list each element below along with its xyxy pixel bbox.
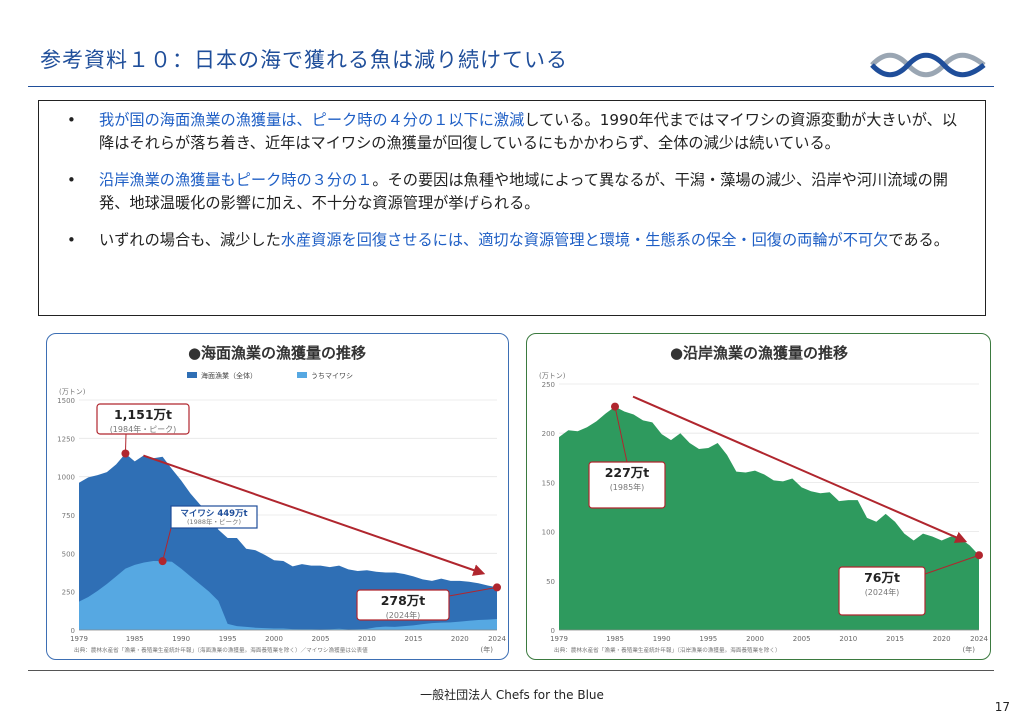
y-axis-unit: (万トン) [539, 372, 566, 380]
y-tick-label: 200 [542, 430, 555, 438]
x-tick-label: 1990 [172, 635, 190, 643]
annotation-sub: (2024年) [386, 610, 421, 620]
y-tick-label: 100 [542, 529, 555, 537]
y-tick-label: 250 [62, 589, 75, 597]
annotation-sub: (2024年) [865, 587, 900, 597]
x-axis-unit: (年) [481, 645, 494, 654]
annotation-leader [448, 586, 498, 597]
x-tick-label: 1985 [606, 635, 624, 643]
bullet-3-prefix: いずれの場合も、減少した [99, 231, 281, 249]
coastal-catch-chart: ●沿岸漁業の漁獲量の推移 (万トン) 0 50 100 150 200 250 1979 1985… [539, 344, 988, 654]
wave-logo-icon [870, 52, 986, 78]
y-tick-label: 1000 [57, 474, 75, 482]
x-tick-label: 2000 [746, 635, 764, 643]
bullet-marker: • [67, 171, 76, 189]
bullet-1-text: している。1990年代まではマイワシの資源変動が大きいが、以降はそれらが落ち着き… [99, 111, 958, 152]
x-tick-label: 1985 [126, 635, 144, 643]
page-title: 参考資料１０：日本の海で獲れる魚は減り続けている [40, 48, 568, 72]
x-tick-label: 2020 [933, 635, 951, 643]
annotation-value: 278万t [381, 593, 426, 608]
x-tick-label: 1979 [70, 635, 88, 643]
annotation-leader [924, 554, 980, 575]
x-axis-unit: (年) [963, 645, 976, 654]
y-tick-label: 1500 [57, 397, 75, 405]
x-tick-label: 2015 [886, 635, 904, 643]
y-tick-label: 50 [546, 578, 555, 586]
annotation-value: 227万t [605, 465, 650, 480]
offshore-catch-chart: ●海面漁業の漁獲量の推移 (万トン) 0 250 500 750 1000 1250 1500 1… [57, 344, 506, 654]
annotation-box [170, 505, 258, 529]
bullet-2-text: 。その要因は魚種や地域によって異なるが、干潟・藻場の減少、沿岸や河川流域の開発、… [99, 171, 948, 212]
bullet-1-highlight: 我が国の海面漁業の漁獲量は、ピーク時の４分の１以下に激減 [99, 111, 525, 129]
x-tick-label: 2024 [970, 635, 988, 643]
annotation-value: 1,151万t [114, 407, 172, 422]
y-tick-label: 150 [542, 479, 555, 487]
x-tick-label: 2000 [265, 635, 283, 643]
coastal-catch-panel: ●沿岸漁業の漁獲量の推移 (万トン) 0 50 100 150 200 250 1979 1985… [526, 333, 991, 660]
legend-label-total: 海面漁業（全体） [201, 371, 257, 380]
bullet-2-highlight: 沿岸漁業の漁獲量もピーク時の３分の１ [99, 171, 373, 189]
annotation-box [96, 403, 190, 435]
x-tick-label: 2020 [451, 635, 469, 643]
annotation-value: マイワシ 449万t [180, 509, 247, 519]
y-tick-label: 0 [551, 627, 555, 635]
annotation-value: 76万t [864, 570, 900, 585]
title-divider [28, 86, 994, 87]
y-tick-label: 500 [62, 550, 75, 558]
y-tick-label: 750 [62, 512, 75, 520]
page-number: 17 [994, 700, 1010, 714]
x-tick-label: 2005 [793, 635, 811, 643]
chart-title: ●沿岸漁業の漁獲量の推移 [670, 344, 848, 362]
series-area-2 [79, 561, 497, 630]
x-tick-label: 2005 [312, 635, 330, 643]
source-note: 出典：農林水産省「漁業・養殖業生産統計年報」（沿岸漁業の漁獲量。海面養殖業を除く… [554, 646, 781, 654]
x-tick-label: 2015 [404, 635, 422, 643]
y-axis-unit: (万トン) [59, 388, 86, 396]
bullet-2: • 沿岸漁業の漁獲量もピーク時の３分の１。その要因は魚種や地域によって異なるが、… [67, 169, 969, 215]
annotation-leader [124, 433, 127, 454]
annotation-sub: (1984年・ピーク) [110, 424, 177, 434]
x-tick-label: 2010 [839, 635, 857, 643]
footer-divider [28, 670, 994, 671]
bullet-marker: • [67, 111, 76, 129]
annotation-box [838, 566, 926, 616]
offshore-catch-panel: ●海面漁業の漁獲量の推移 (万トン) 0 250 500 750 1000 1250 1500 1… [46, 333, 509, 660]
bullet-1: • 我が国の海面漁業の漁獲量は、ピーク時の４分の１以下に激減している。1990年… [67, 109, 969, 155]
bullet-3-highlight: 水産資源を回復させるには、適切な資源管理と環境・生態系の保全・回復の両輪が不可欠 [280, 231, 889, 249]
annotation-leader [614, 406, 628, 463]
bullet-marker: • [67, 231, 76, 249]
x-tick-label: 1990 [653, 635, 671, 643]
annotation-sub: (1988年・ピーク) [187, 517, 241, 526]
annotation-box [588, 461, 666, 509]
y-tick-label: 1250 [57, 435, 75, 443]
x-tick-label: 1979 [550, 635, 568, 643]
source-note: 出典：農林水産省「漁業・養殖業生産統計年報」（海面漁業の漁獲量。海面養殖業を除く… [74, 646, 368, 654]
chart-title: ●海面漁業の漁獲量の推移 [188, 344, 366, 362]
summary-box: • 我が国の海面漁業の漁獲量は、ピーク時の４分の１以下に激減している。1990年… [38, 100, 986, 316]
bullet-3-text: である。 [888, 231, 949, 249]
x-tick-label: 2024 [488, 635, 506, 643]
legend-swatch-sardine [297, 372, 307, 378]
x-tick-label: 1995 [219, 635, 237, 643]
x-tick-label: 2010 [358, 635, 376, 643]
x-tick-label: 1995 [699, 635, 717, 643]
trend-arrow [632, 395, 968, 543]
legend-swatch-total [187, 372, 197, 378]
annotation-sub: (1985年) [610, 482, 645, 492]
trend-arrow [143, 454, 486, 576]
annotation-leader [162, 527, 172, 562]
footer-org: 一般社団法人 Chefs for the Blue [420, 688, 604, 702]
legend-label-sardine: うちマイワシ [311, 372, 353, 380]
annotation-box [356, 589, 450, 621]
bullet-3: • いずれの場合も、減少した水産資源を回復させるには、適切な資源管理と環境・生態… [67, 229, 969, 252]
y-tick-label: 0 [71, 627, 75, 635]
y-tick-label: 250 [542, 381, 555, 389]
